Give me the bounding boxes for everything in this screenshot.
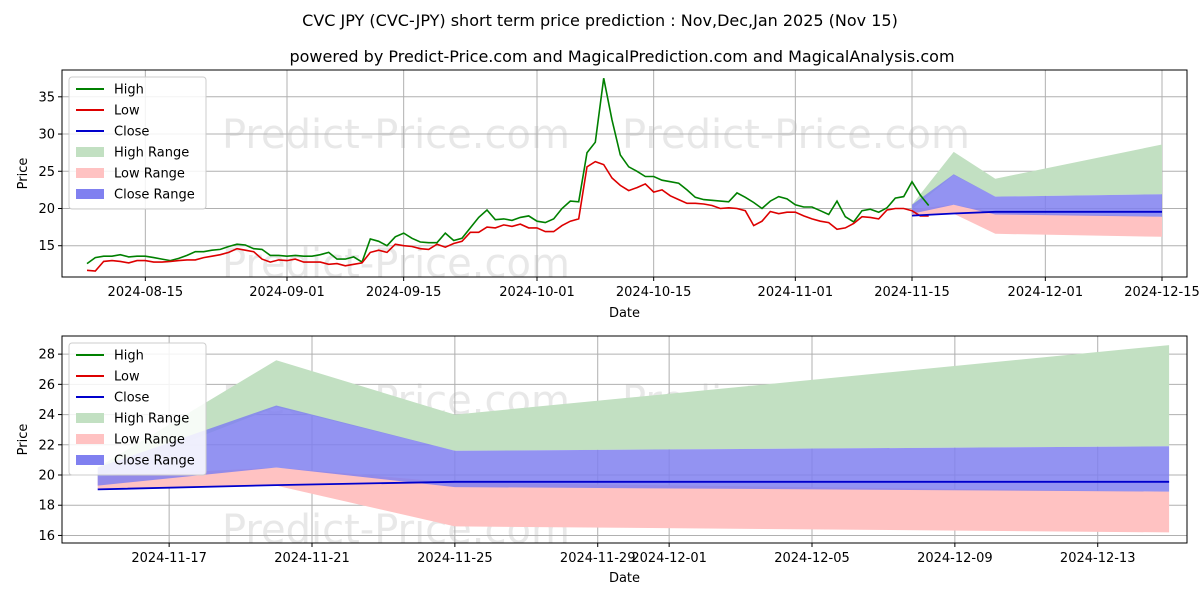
chart-subtitle: powered by Predict-Price.com and Magical… xyxy=(289,47,954,66)
legend-label: High xyxy=(114,349,144,364)
legend-label: Close Range xyxy=(114,454,195,469)
x-tick-label: 2024-09-01 xyxy=(249,285,325,300)
legend-swatch-patch xyxy=(76,434,104,444)
x-tick-label: 2024-12-09 xyxy=(917,551,993,566)
y-tick-label: 16 xyxy=(38,529,55,544)
y-tick-label: 30 xyxy=(38,128,55,143)
legend-swatch-patch xyxy=(76,413,104,423)
x-tick-label: 2024-11-21 xyxy=(274,551,350,566)
y-tick-label: 20 xyxy=(38,202,55,217)
high-range-band xyxy=(912,144,1162,210)
y-tick-label: 20 xyxy=(38,469,55,484)
bottom-panel: Predict-Price.comPredict-Price.comPredic… xyxy=(16,335,1188,586)
close-range-band xyxy=(912,174,1162,217)
close-series-line xyxy=(97,480,1170,491)
close-range-band xyxy=(97,405,1170,492)
x-tick-label: 2024-11-29 xyxy=(560,551,636,566)
x-tick-label: 2024-11-17 xyxy=(131,551,207,566)
y-tick-label: 35 xyxy=(38,90,55,105)
x-tick-label: 2024-12-13 xyxy=(1060,551,1136,566)
x-tick-label: 2024-12-05 xyxy=(774,551,850,566)
x-tick-label: 2024-11-15 xyxy=(874,285,950,300)
legend-swatch-patch xyxy=(76,168,104,178)
legend: High Low Close High Range Low Range Close Ran… xyxy=(68,342,207,476)
y-tick-label: 26 xyxy=(38,378,55,393)
watermark: Predict-Price.com xyxy=(622,112,970,158)
legend-label: Low Range xyxy=(114,167,185,182)
low-series-line xyxy=(86,160,929,272)
x-tick-label: 2024-12-01 xyxy=(631,551,707,566)
chart-title: CVC JPY (CVC-JPY) short term price predi… xyxy=(302,11,898,30)
legend-label: Close xyxy=(114,125,149,140)
x-tick-label: 2024-11-01 xyxy=(758,285,834,300)
x-tick-label: 2024-09-15 xyxy=(366,285,442,300)
top-panel: Predict-Price.com Predict-Price.com Predic… xyxy=(16,69,1200,321)
legend-label: High Range xyxy=(114,146,189,161)
legend-label: Low xyxy=(114,104,140,119)
watermark: Predict-Price.com xyxy=(222,241,570,287)
close-series-line xyxy=(911,210,1162,217)
x-tick-label: 2024-10-01 xyxy=(499,285,575,300)
plot-frame xyxy=(61,335,1188,544)
y-tick-label: 28 xyxy=(38,348,55,363)
legend-label: Close xyxy=(114,391,149,406)
legend-label: High xyxy=(114,83,144,98)
y-axis-label: Price xyxy=(16,158,31,190)
legend-label: Low xyxy=(114,370,140,385)
x-tick-label: 2024-08-15 xyxy=(108,285,184,300)
high-series-line xyxy=(86,78,930,265)
legend: High Low Close High Range Low Range Close Ran… xyxy=(68,76,207,210)
legend-label: High Range xyxy=(114,412,189,427)
y-tick-label: 18 xyxy=(38,499,55,514)
x-tick-label: 2024-10-15 xyxy=(616,285,692,300)
watermark: Predict-Price.com xyxy=(222,112,570,158)
x-tick-label: 2024-11-25 xyxy=(417,551,493,566)
y-axis-label: Price xyxy=(16,424,31,456)
legend-label: Close Range xyxy=(114,188,195,203)
legend-label: Low Range xyxy=(114,433,185,448)
y-tick-label: 24 xyxy=(38,408,55,423)
x-tick-label: 2024-12-01 xyxy=(1008,285,1084,300)
plot-frame xyxy=(61,69,1188,278)
y-tick-label: 15 xyxy=(38,239,55,254)
plot-area xyxy=(97,345,1170,533)
y-tick-label: 25 xyxy=(38,165,55,180)
x-tick-label: 2024-12-15 xyxy=(1124,285,1200,300)
x-axis-label: Date xyxy=(609,571,640,586)
x-axis-label: Date xyxy=(609,306,640,321)
plot-area xyxy=(86,78,1162,272)
high-range-band xyxy=(97,345,1170,477)
legend-swatch-patch xyxy=(76,189,104,199)
legend-swatch-patch xyxy=(76,455,104,465)
y-tick-label: 22 xyxy=(38,438,55,453)
legend-swatch-patch xyxy=(76,147,104,157)
